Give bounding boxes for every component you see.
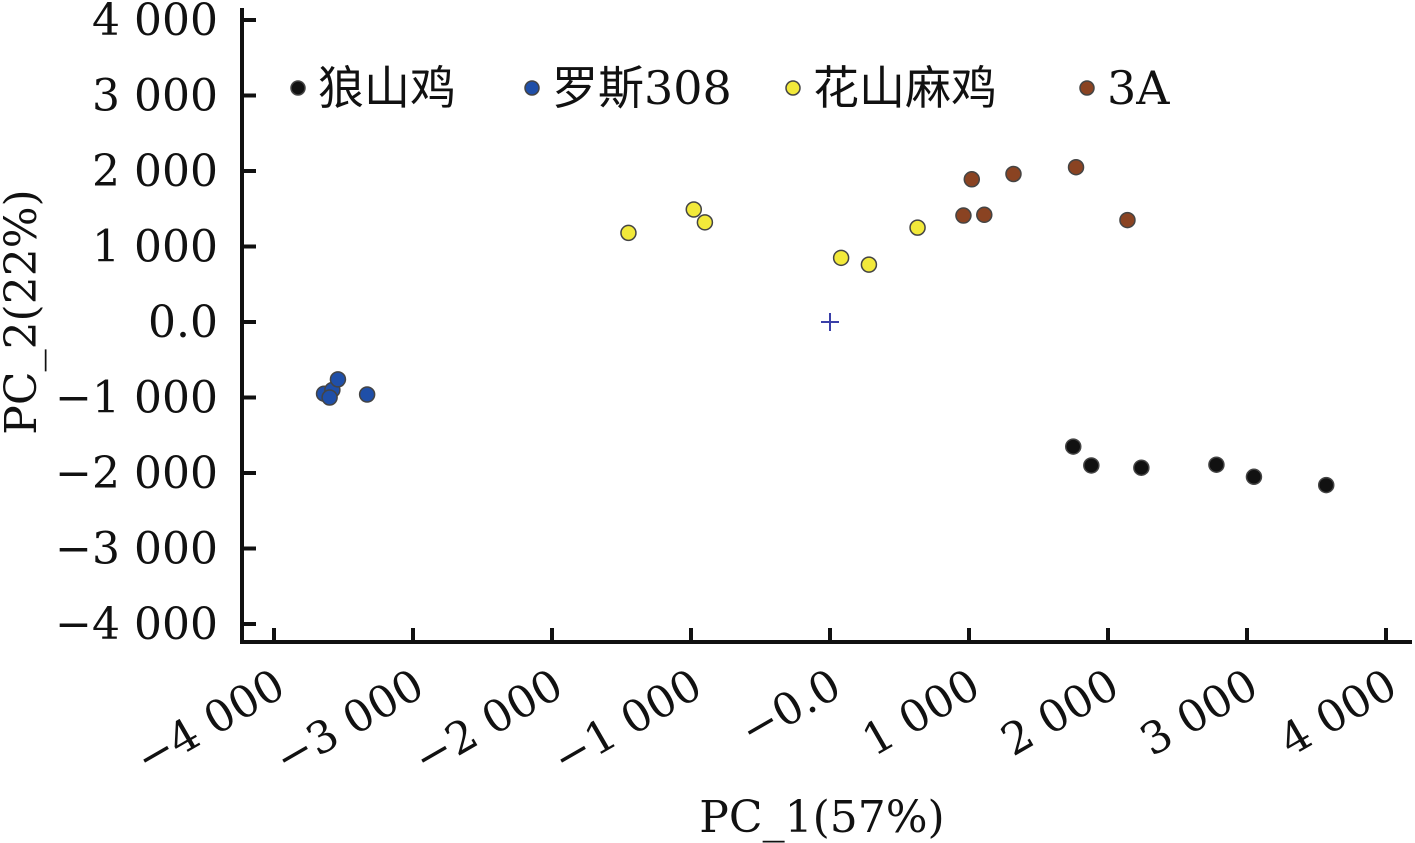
y-tick-label: 2 000 <box>92 146 218 197</box>
data-point-series-2 <box>909 219 926 236</box>
legend-label: 罗斯308 <box>552 61 732 115</box>
data-point-series-1 <box>358 386 376 403</box>
y-tick-label: −2 000 <box>55 448 218 499</box>
legend-marker <box>785 80 801 96</box>
legend-item: 狼山鸡 <box>290 61 456 115</box>
x-tick-label: 3 000 <box>1132 659 1267 766</box>
y-tick-label: 0.0 <box>148 297 218 348</box>
legend-marker <box>1079 80 1095 96</box>
data-point-series-0 <box>1245 468 1263 486</box>
data-point-series-2 <box>620 224 637 242</box>
legend-marker <box>290 80 306 96</box>
x-tick-label: −0.0 <box>731 659 849 757</box>
data-point-series-2 <box>832 249 850 267</box>
data-point-series-1 <box>329 371 347 388</box>
data-point-series-3 <box>1005 165 1022 183</box>
data-point-series-0 <box>1065 438 1082 455</box>
legend: 狼山鸡 罗斯308 花山麻鸡 3A <box>290 61 1170 115</box>
x-tick-label: 4 000 <box>1271 659 1406 766</box>
data-point-series-0 <box>1208 456 1225 473</box>
y-tick-label: −4 000 <box>55 599 218 650</box>
data-point-series-0 <box>1083 457 1100 474</box>
data-point-series-1 <box>321 389 338 406</box>
x-tick-label: −1 000 <box>544 659 711 785</box>
x-tick-label: 1 000 <box>854 659 989 766</box>
legend-item: 罗斯308 <box>524 61 732 115</box>
data-point-series-3 <box>1067 158 1085 176</box>
x-tick-label: −4 000 <box>127 659 294 785</box>
x-axis-title: PC_1(57%) <box>699 792 944 843</box>
legend-marker <box>524 80 540 96</box>
y-axis-title: PC_2(22%) <box>0 189 47 434</box>
y-tick-label: −1 000 <box>55 373 218 424</box>
y-tick-label: 4 000 <box>92 0 218 46</box>
legend-label: 花山麻鸡 <box>813 61 997 115</box>
data-point-series-2 <box>860 256 878 273</box>
data-point-series-0 <box>1317 476 1335 494</box>
y-tick-label: 1 000 <box>92 222 218 273</box>
legend-label: 狼山鸡 <box>318 61 456 115</box>
x-tick-label: 2 000 <box>993 659 1128 766</box>
y-tick-label: 3 000 <box>92 71 218 122</box>
data-point-series-3 <box>955 207 972 224</box>
data-point-series-2 <box>696 214 714 231</box>
data-points <box>315 158 1335 494</box>
x-tick-label: −3 000 <box>266 659 433 785</box>
x-tick-label: −2 000 <box>405 659 572 785</box>
data-point-series-3 <box>963 171 981 188</box>
data-point-series-3 <box>976 206 993 224</box>
legend-item: 花山麻鸡 <box>785 61 997 115</box>
data-point-series-2 <box>685 201 703 218</box>
data-point-series-3 <box>1119 211 1136 229</box>
x-axis: −4 000−3 000−2 000−1 000 −0.0 1 000 2 000 3 … <box>127 628 1412 785</box>
legend-label: 3A <box>1107 61 1170 115</box>
y-tick-label: −3 000 <box>55 524 218 575</box>
plot-area <box>821 313 839 331</box>
data-point-series-0 <box>1133 459 1150 476</box>
legend-item: 3A <box>1079 61 1170 115</box>
origin-marker <box>821 313 839 331</box>
y-axis: 4 000 3 000 2 000 1 000 0.0 −1 000 −2 000 −3 00… <box>55 0 256 650</box>
